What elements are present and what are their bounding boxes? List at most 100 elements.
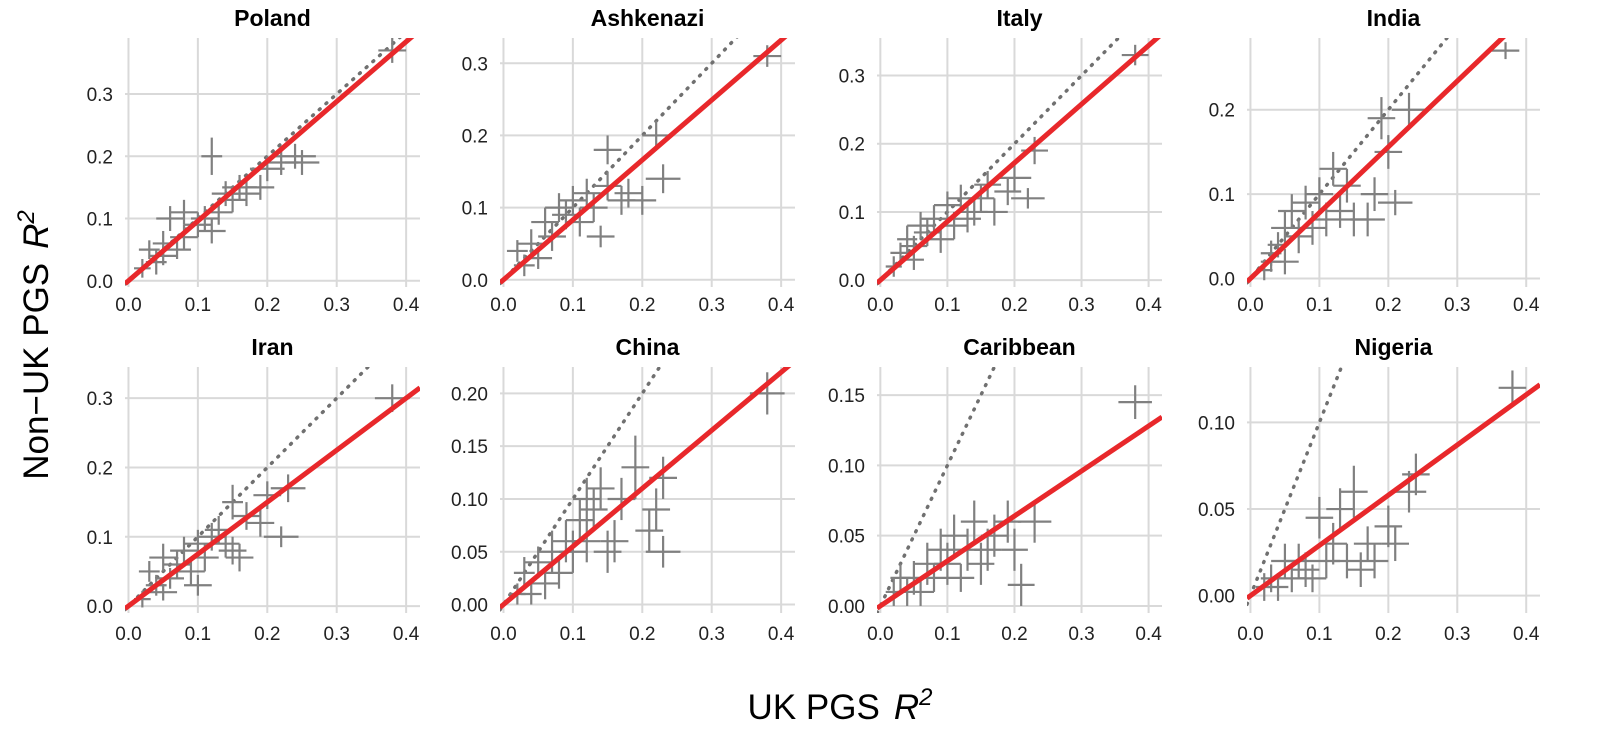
gridlines: [500, 38, 795, 287]
panel-china: 0.0 0.1 0.2 0.3 0.4 0.00 0.05 0.10 0.15 0.20 China: [451, 334, 795, 645]
data-point: [600, 520, 629, 563]
y-tick-label: 0.2: [1209, 101, 1235, 122]
data-point: [954, 205, 981, 233]
y-tick-label: 0.10: [1198, 413, 1235, 434]
x-tick-label: 0.4: [1135, 295, 1162, 316]
data-point: [232, 181, 261, 207]
data-point: [559, 185, 587, 215]
gridlines: [125, 367, 420, 613]
data-point: [1353, 526, 1382, 562]
y-axis-title: Non−UK PGSR2: [13, 210, 56, 480]
data-point: [593, 171, 622, 201]
y-tick-label: 0.05: [451, 543, 488, 564]
data-point: [593, 135, 622, 165]
data-point: [222, 484, 243, 520]
data-point: [1007, 563, 1035, 606]
x-tick-label: 0.1: [185, 295, 211, 316]
data-point: [1298, 564, 1327, 593]
panel-title: Iran: [251, 334, 293, 360]
regression-line: [877, 414, 1162, 611]
data-point: [593, 530, 622, 573]
data-point: [520, 583, 542, 605]
data-point: [190, 206, 219, 231]
data-point: [284, 150, 320, 175]
data-point: [1271, 211, 1299, 245]
x-tick-label: 0.0: [1237, 624, 1263, 645]
gridlines: [877, 38, 1162, 287]
plot-area: [877, 38, 1161, 286]
x-tick-label: 0.0: [115, 624, 141, 645]
data-point: [920, 205, 948, 233]
data-point: [170, 536, 198, 565]
x-tick-label: 0.1: [560, 295, 586, 316]
x-tick-label: 0.2: [629, 295, 655, 316]
gridlines: [877, 367, 1162, 613]
y-tick-label: 0.2: [87, 147, 113, 168]
identity-line: [877, 367, 997, 613]
x-axis-title: UK PGS R2: [748, 684, 933, 727]
y-tick-label: 0.1: [839, 203, 865, 224]
y-tick-label: 0.10: [828, 456, 865, 477]
y-tick-label: 0.0: [87, 272, 113, 293]
panel-title: India: [1367, 5, 1421, 31]
identity-line: [125, 367, 371, 612]
data-point: [1350, 202, 1385, 237]
data-point: [1017, 500, 1052, 543]
identity-line: [877, 38, 1121, 286]
plot-area: [1247, 38, 1520, 285]
regression-line: [877, 38, 1161, 285]
x-tick-label: 0.3: [1068, 624, 1094, 645]
data-point: [645, 535, 681, 568]
panel-title: Poland: [234, 5, 311, 31]
x-tick-label: 0.2: [1001, 624, 1027, 645]
y-tick-label: 0.1: [87, 210, 113, 231]
y-tick-label: 0.1: [1209, 185, 1235, 206]
gridlines: [1247, 38, 1540, 287]
data-point: [1305, 496, 1334, 539]
data-point: [149, 543, 178, 572]
y-tick-label: 0.05: [828, 527, 865, 548]
data-point: [572, 477, 601, 521]
x-tick-label: 0.3: [698, 295, 724, 316]
y-tick-label: 0.15: [451, 437, 488, 458]
data-point: [218, 536, 247, 565]
x-tick-label: 0.4: [393, 624, 420, 645]
data-point: [1278, 194, 1306, 228]
x-tick-label: 0.4: [768, 295, 795, 316]
data-point: [1491, 42, 1520, 60]
x-tick-label: 0.2: [254, 624, 280, 645]
x-tick-label: 0.0: [867, 295, 893, 316]
data-point: [545, 557, 573, 589]
data-point: [545, 193, 573, 223]
data-point: [934, 191, 961, 219]
x-tick-label: 0.1: [934, 295, 960, 316]
data-point: [274, 143, 316, 169]
x-tick-label: 0.3: [698, 624, 724, 645]
data-point: [753, 45, 782, 67]
plot-area: [1247, 367, 1540, 607]
y-tick-label: 0.1: [462, 199, 488, 220]
x-tick-label: 0.2: [1375, 295, 1401, 316]
data-point: [1346, 552, 1375, 588]
y-tick-label: 0.3: [87, 85, 113, 106]
data-point: [138, 561, 160, 582]
x-tick-label: 0.0: [1237, 295, 1263, 316]
x-tick-label: 0.3: [323, 295, 349, 316]
y-tick-label: 0.2: [462, 126, 488, 147]
data-point: [586, 225, 615, 248]
data-point: [197, 218, 226, 244]
plot-area: [877, 367, 1162, 613]
y-tick-label: 0.2: [839, 135, 865, 156]
data-point: [1498, 370, 1527, 406]
plot-area: [500, 367, 792, 612]
data-point: [1326, 488, 1354, 530]
y-tick-label: 0.00: [1198, 587, 1235, 608]
data-point: [170, 199, 198, 225]
regression-line: [125, 385, 420, 611]
panel-nigeria: 0.0 0.1 0.2 0.3 0.4 0.00 0.05 0.10 Nigeria: [1198, 334, 1540, 645]
data-point: [907, 211, 934, 240]
panel-ashkenazi: 0.0 0.1 0.2 0.3 0.4 0.0 0.1 0.2 0.3 Ashkenazi: [462, 5, 795, 316]
data-point: [586, 467, 615, 510]
data-point: [565, 498, 594, 542]
